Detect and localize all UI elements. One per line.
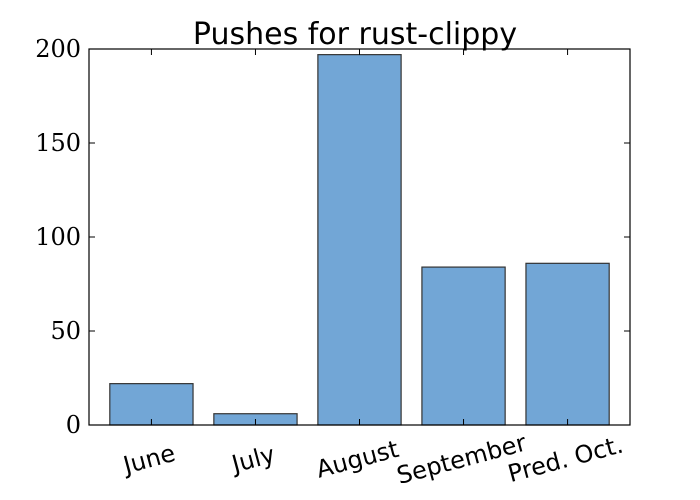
bar-august	[317, 54, 402, 426]
y-tick-label: 150	[35, 129, 81, 157]
chart-title: Pushes for rust-clippy	[193, 17, 517, 52]
y-tick-label: 0	[66, 411, 81, 439]
y-tick-label: 100	[35, 223, 81, 251]
y-tick-label: 200	[35, 35, 81, 63]
x-tick-label: July	[227, 440, 278, 479]
x-tick-label: June	[119, 439, 179, 480]
bar-september	[421, 266, 506, 426]
bar-pred-oct	[525, 262, 610, 426]
y-tick-label: 50	[50, 317, 81, 345]
x-tick-label: August	[313, 435, 401, 484]
bar-june	[109, 383, 194, 426]
